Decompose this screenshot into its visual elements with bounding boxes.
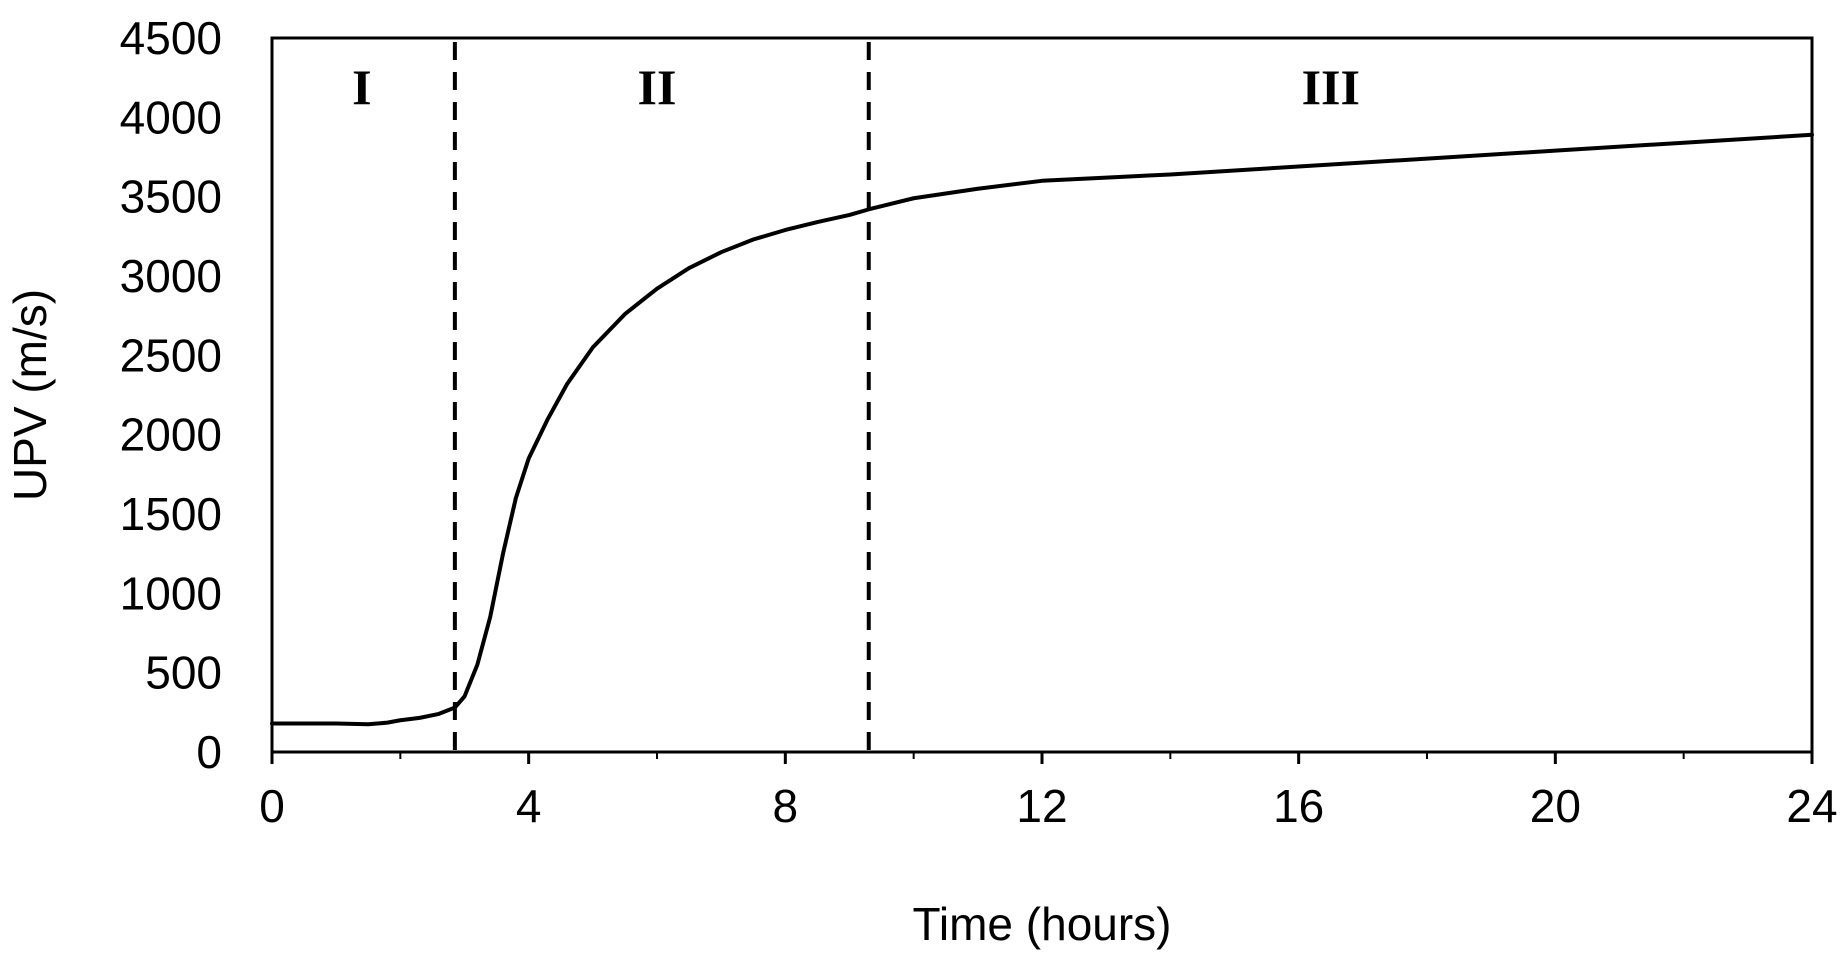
- x-tick-label: 24: [1786, 780, 1837, 832]
- y-tick-label: 4500: [120, 12, 222, 64]
- x-tick-label: 16: [1273, 780, 1324, 832]
- y-tick-label: 0: [196, 726, 222, 778]
- y-tick-label: 3000: [120, 250, 222, 302]
- x-tick-label: 0: [259, 780, 285, 832]
- y-tick-label: 2000: [120, 409, 222, 461]
- phase-divider-lines: [452, 42, 871, 750]
- upv-series-line: [270, 132, 1814, 727]
- y-tick-label: 3500: [120, 171, 222, 223]
- y-tick-label: 2500: [120, 329, 222, 381]
- plot-area: [270, 36, 1814, 754]
- x-axis: 0 4 8 12 16 20 24: [259, 752, 1838, 832]
- x-tick-label: 8: [773, 780, 799, 832]
- x-tick-label: 12: [1016, 780, 1067, 832]
- x-axis-title: Time (hours): [913, 898, 1172, 950]
- phase-label: II: [638, 59, 677, 115]
- phase-labels: I II III: [352, 59, 1360, 115]
- y-tick-label: 500: [145, 647, 222, 699]
- y-axis-title: UPV (m/s): [4, 289, 56, 501]
- y-axis: 0 500 1000 1500 2000 2500 3000 3500 4000 4500: [120, 12, 222, 778]
- x-tick-label: 20: [1530, 780, 1581, 832]
- phase-label: I: [352, 59, 371, 115]
- phase-label: III: [1302, 59, 1360, 115]
- y-tick-label: 1500: [120, 488, 222, 540]
- y-tick-label: 4000: [120, 91, 222, 143]
- y-tick-label: 1000: [120, 567, 222, 619]
- x-tick-label: 4: [516, 780, 542, 832]
